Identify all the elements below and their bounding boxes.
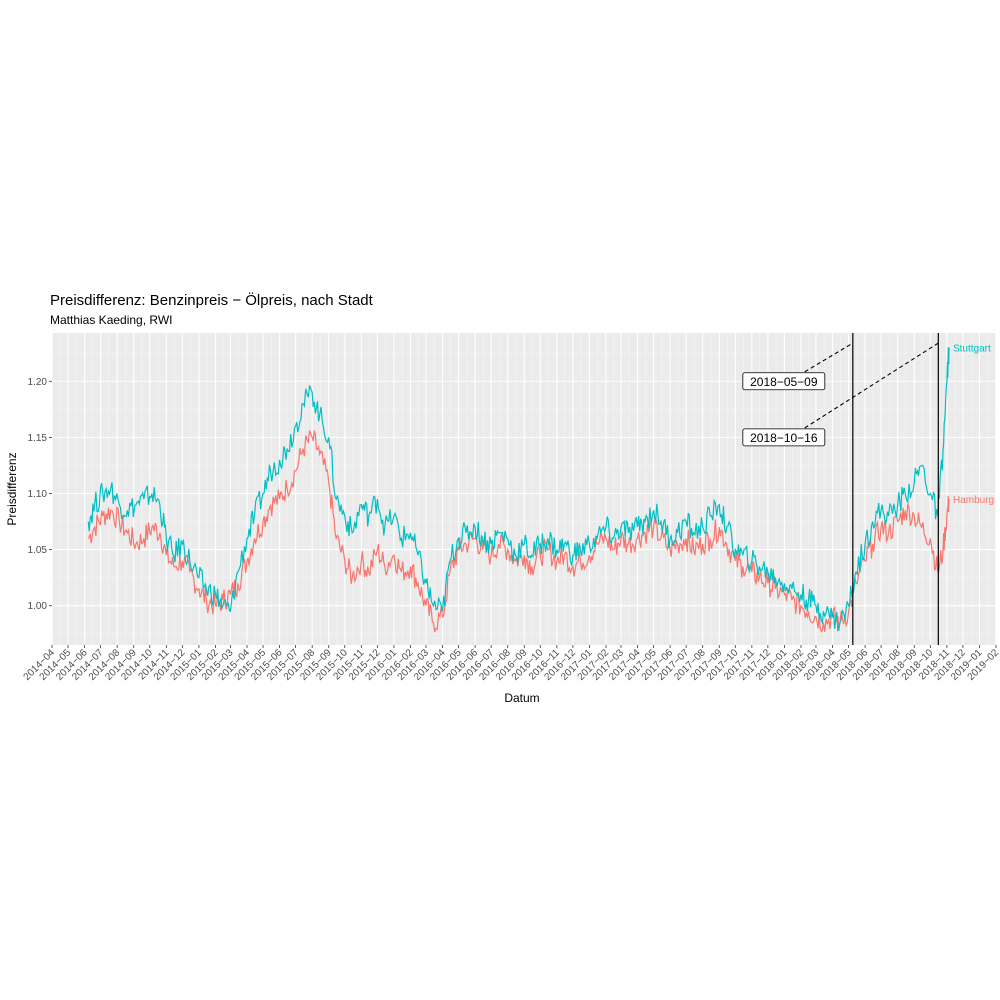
y-tick-label: 1.05 [28, 545, 48, 556]
y-tick-label: 1.00 [28, 601, 48, 612]
grid-major [51, 333, 997, 645]
series-labels: Hamburg Stuttgart [953, 344, 994, 507]
y-axis-ticks: 1.00 1.05 1.10 1.15 1.20 [28, 377, 52, 612]
annotation-label: 2018−05−09 [750, 375, 818, 389]
x-axis-ticks: 2014−042014−052014−062014−072014−082014−… [22, 645, 1000, 683]
series-layer [87, 347, 950, 633]
chart-subtitle: Matthias Kaeding, RWI [50, 313, 173, 327]
y-axis-title: Preisdifferenz [5, 452, 19, 525]
y-tick-label: 1.20 [28, 377, 48, 388]
series-label-stuttgart: Stuttgart [953, 344, 991, 355]
annotation-label: 2018−10−16 [750, 431, 818, 445]
series-line-stuttgart [87, 347, 950, 632]
y-tick-label: 1.15 [28, 433, 48, 444]
x-axis-title: Datum [504, 691, 539, 705]
vline-layer [852, 333, 939, 645]
y-tick-label: 1.10 [28, 489, 48, 500]
series-line-hamburg [87, 430, 950, 633]
annotation-leader [804, 342, 939, 429]
annotation-leader [804, 342, 854, 373]
annotation-box [742, 372, 826, 391]
annotation-box [742, 428, 826, 447]
grid-minor [52, 333, 996, 645]
chart-title: Preisdifferenz: Benzinpreis − Ölpreis, n… [50, 291, 374, 309]
series-label-hamburg: Hamburg [953, 495, 994, 506]
annotation-layer: 2018−05−09 2018−10−16 [742, 342, 939, 447]
